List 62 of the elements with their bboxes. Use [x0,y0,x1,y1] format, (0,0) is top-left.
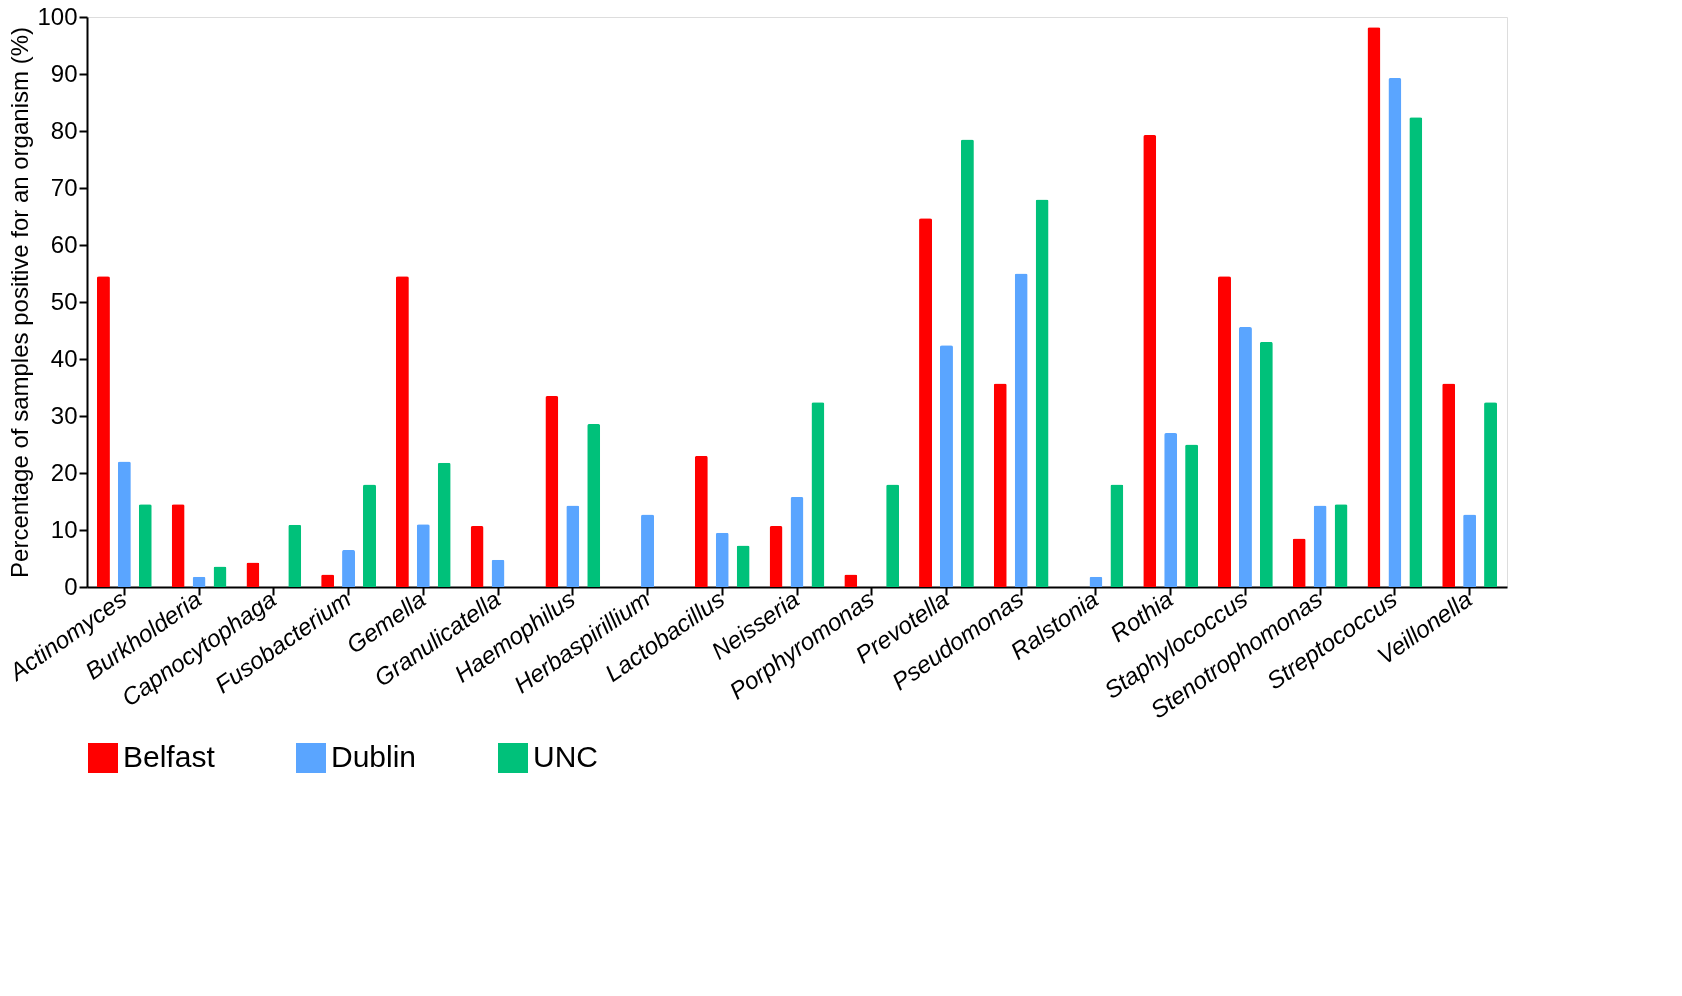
bar [171,504,185,587]
bar [960,139,974,587]
bar [886,484,900,587]
y-tick-label: 50 [50,287,78,315]
bar [416,524,430,587]
bar [117,461,131,587]
y-tick-label: 40 [50,344,78,372]
bar [1388,77,1402,587]
legend-label: Dublin [331,740,417,773]
y-tick-label: 80 [50,116,78,144]
bar [1164,433,1178,587]
bar [811,402,825,587]
bar [1367,27,1381,587]
bar [1035,199,1049,587]
bar [342,549,356,587]
y-axis-title: Percentage of samples positive for an organism (%) [6,27,34,578]
bar [1409,117,1423,587]
bar [1292,538,1306,587]
bar [1217,276,1231,587]
y-tick-label: 100 [37,2,78,30]
bar [246,562,260,587]
bar [736,545,750,587]
bar [641,514,655,587]
y-tick-label: 90 [50,59,78,87]
bar [1313,505,1327,587]
y-tick-label: 20 [50,458,78,486]
bar [1238,327,1252,587]
bar [993,383,1007,587]
bar [939,345,953,587]
bar [1259,341,1273,587]
bar [694,455,708,587]
bar [545,396,559,587]
bar [491,559,505,587]
bar [395,276,409,587]
bar [1143,134,1157,587]
bar [437,462,451,587]
y-tick-label: 0 [64,572,78,600]
bar [1484,402,1498,587]
bar [470,526,484,587]
bar [363,484,377,587]
bar [1185,444,1199,587]
bar [790,496,804,587]
y-tick-label: 70 [50,173,78,201]
bar [138,504,152,587]
y-tick-label: 60 [50,230,78,258]
bar [96,276,110,587]
bar [587,423,601,587]
bar [919,218,933,587]
legend-label: UNC [533,740,598,773]
bar [1463,514,1477,587]
bar [566,505,580,587]
bar [1110,484,1124,587]
bar [1334,504,1348,587]
bar [1014,273,1028,587]
bar [715,532,729,587]
bar [769,526,783,587]
bar [288,524,302,587]
bar [1442,383,1456,587]
legend-label: Belfast [123,740,216,773]
y-tick-label: 10 [50,515,78,543]
bar [213,566,227,587]
y-tick-label: 30 [50,401,78,429]
